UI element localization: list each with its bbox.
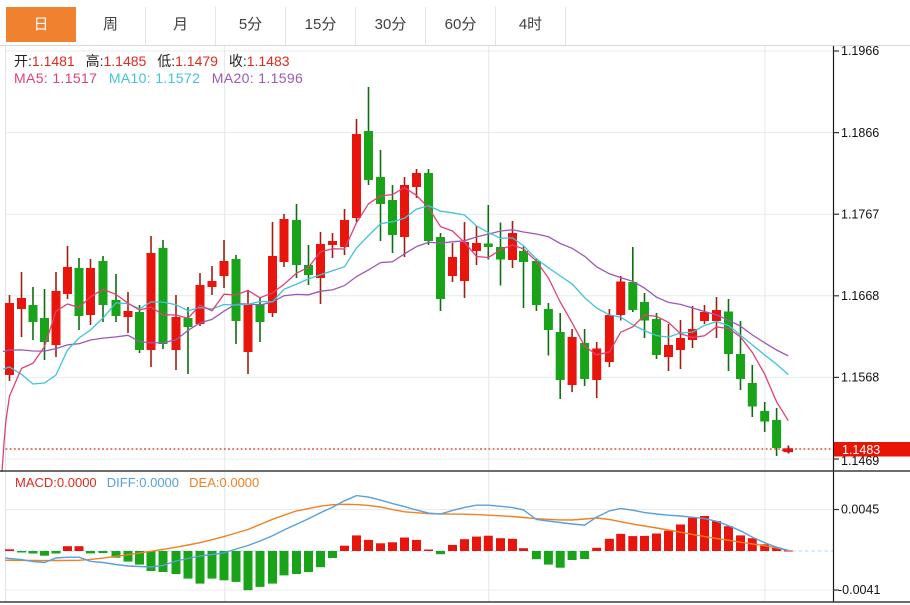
- svg-text:1.1966: 1.1966: [841, 44, 879, 58]
- svg-text:1.1568: 1.1568: [841, 371, 879, 385]
- svg-text:0.0045: 0.0045: [841, 503, 879, 517]
- svg-text:-0.0041: -0.0041: [838, 583, 880, 597]
- svg-text:1.1483: 1.1483: [842, 443, 880, 457]
- svg-text:1.1767: 1.1767: [841, 207, 879, 221]
- svg-text:1.1668: 1.1668: [841, 289, 879, 303]
- svg-text:1.1469: 1.1469: [841, 454, 879, 468]
- svg-text:1.1866: 1.1866: [841, 126, 879, 140]
